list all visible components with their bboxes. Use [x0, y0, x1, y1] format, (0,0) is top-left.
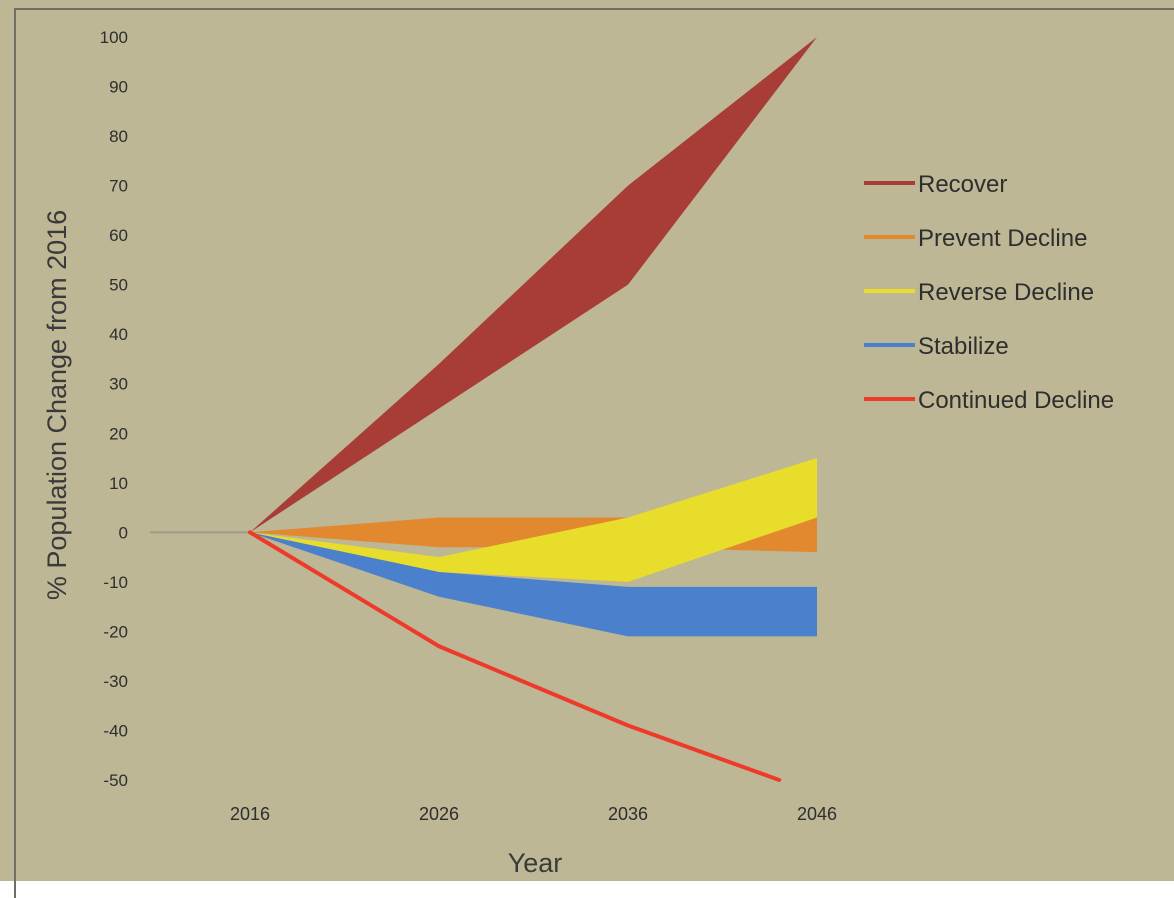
legend-label: Stabilize [918, 333, 1009, 360]
band-recover [250, 37, 817, 533]
band-reverse-decline [250, 458, 817, 582]
legend-item-recover: Recover [864, 171, 1007, 198]
y-tick-label: 50 [109, 276, 128, 295]
x-axis-tick-labels: 2016 2026 2036 2046 [230, 804, 837, 824]
y-tick-label: -10 [103, 573, 128, 592]
series-bands-layer [250, 37, 817, 637]
x-axis-title: Year [508, 848, 563, 878]
x-tick-label: 2026 [419, 804, 459, 824]
y-tick-label: 40 [109, 325, 128, 344]
x-tick-label: 2036 [608, 804, 648, 824]
y-tick-label: -20 [103, 622, 128, 641]
y-tick-label: -50 [103, 771, 128, 790]
y-tick-label: 10 [109, 474, 128, 493]
line-continued-decline [248, 530, 782, 782]
legend-label: Continued Decline [918, 387, 1114, 414]
legend-item-reverse-decline: Reverse Decline [864, 279, 1094, 306]
legend-item-stabilize: Stabilize [864, 333, 1009, 360]
band-stabilize [250, 532, 817, 637]
legend-item-continued-decline: Continued Decline [864, 387, 1114, 414]
legend-label: Prevent Decline [918, 225, 1087, 252]
y-axis-title: % Population Change from 2016 [42, 210, 72, 600]
legend: Recover Prevent Decline Reverse Decline Sta… [864, 171, 1114, 414]
x-tick-label: 2046 [797, 804, 837, 824]
x-tick-label: 2016 [230, 804, 270, 824]
y-tick-label: 20 [109, 424, 128, 443]
y-tick-label: 100 [100, 28, 128, 47]
y-tick-label: 90 [109, 78, 128, 97]
legend-label: Reverse Decline [918, 279, 1094, 306]
y-tick-label: 70 [109, 177, 128, 196]
y-tick-label: 60 [109, 226, 128, 245]
series-lines-layer [248, 530, 782, 782]
y-tick-label: -30 [103, 672, 128, 691]
y-tick-label: 30 [109, 375, 128, 394]
y-tick-label: 80 [109, 127, 128, 146]
legend-label: Recover [918, 171, 1007, 198]
legend-item-prevent-decline: Prevent Decline [864, 225, 1087, 252]
y-tick-label: 0 [119, 523, 128, 542]
y-tick-label: -40 [103, 721, 128, 740]
